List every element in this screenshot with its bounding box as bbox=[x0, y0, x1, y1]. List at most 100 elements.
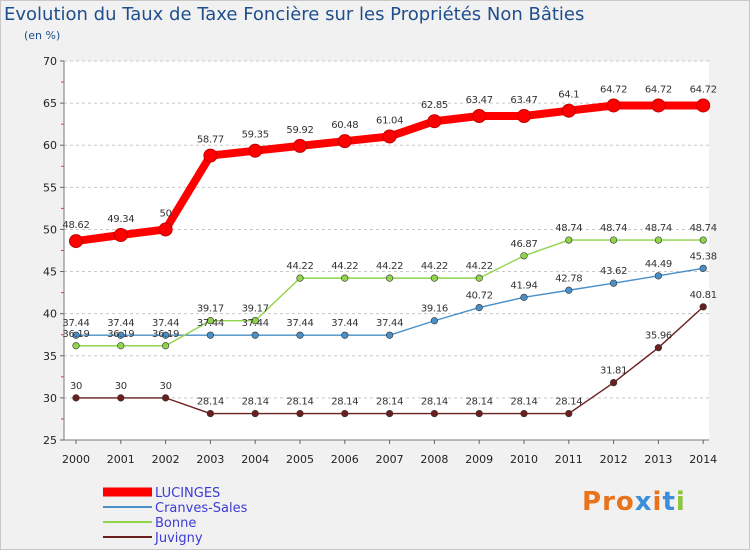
x-tick-label: 2012 bbox=[600, 453, 628, 466]
data-point bbox=[293, 138, 307, 153]
data-point bbox=[565, 409, 573, 418]
data-label: 44.22 bbox=[466, 261, 493, 272]
data-point bbox=[430, 274, 439, 282]
data-label: 41.94 bbox=[510, 280, 537, 291]
data-label: 28.14 bbox=[510, 397, 537, 408]
x-tick-label: 2000 bbox=[62, 453, 90, 466]
y-tick-label: 25 bbox=[43, 434, 57, 447]
data-point bbox=[69, 234, 83, 249]
data-label: 37.44 bbox=[107, 318, 134, 329]
data-label: 30 bbox=[70, 381, 82, 392]
x-tick-label: 2003 bbox=[196, 453, 224, 466]
data-point bbox=[654, 236, 663, 244]
data-point bbox=[337, 134, 352, 149]
data-label: 44.49 bbox=[645, 259, 672, 270]
data-label: 49.34 bbox=[107, 214, 134, 225]
data-label: 45.38 bbox=[690, 251, 717, 262]
data-point bbox=[206, 317, 214, 325]
data-point bbox=[520, 252, 528, 260]
data-point bbox=[113, 228, 128, 243]
data-label: 63.47 bbox=[510, 95, 537, 106]
data-point bbox=[565, 236, 573, 244]
data-label: 28.14 bbox=[286, 397, 313, 408]
data-point bbox=[475, 274, 483, 282]
plot-area bbox=[64, 61, 709, 440]
data-label: 28.14 bbox=[197, 397, 224, 408]
data-point bbox=[296, 274, 304, 282]
data-label: 37.44 bbox=[62, 318, 89, 329]
data-label: 48.62 bbox=[62, 220, 89, 231]
data-label: 39.17 bbox=[197, 304, 224, 315]
data-label: 35.96 bbox=[645, 331, 672, 342]
data-label: 58.77 bbox=[197, 135, 224, 146]
data-label: 48.74 bbox=[600, 223, 627, 234]
x-tick-label: 2001 bbox=[107, 453, 135, 466]
data-point bbox=[517, 108, 531, 123]
chart-unit-label: (en %) bbox=[24, 29, 61, 42]
data-point bbox=[203, 148, 218, 163]
data-point bbox=[206, 331, 214, 339]
x-tick-label: 2011 bbox=[555, 453, 583, 466]
x-tick-label: 2010 bbox=[510, 453, 538, 466]
data-label: 28.14 bbox=[331, 397, 358, 408]
data-point bbox=[296, 409, 304, 418]
data-label: 46.87 bbox=[510, 239, 537, 250]
data-point bbox=[430, 317, 439, 325]
proxiti-logo: Proxiti bbox=[582, 487, 686, 517]
data-label: 31.81 bbox=[600, 366, 627, 377]
data-label: 64.1 bbox=[558, 90, 579, 101]
data-label: 37.44 bbox=[376, 318, 403, 329]
data-point bbox=[699, 236, 707, 244]
x-tick-label: 2007 bbox=[376, 453, 404, 466]
data-label: 63.47 bbox=[466, 95, 493, 106]
data-label: 44.22 bbox=[286, 261, 313, 272]
data-point bbox=[430, 409, 439, 418]
data-label: 37.44 bbox=[286, 318, 313, 329]
data-point bbox=[341, 274, 349, 282]
y-tick-label: 65 bbox=[43, 97, 57, 110]
data-label: 37.44 bbox=[152, 318, 179, 329]
data-label: 39.17 bbox=[242, 304, 269, 315]
data-point bbox=[341, 409, 349, 418]
data-label: 37.44 bbox=[331, 318, 358, 329]
x-tick-label: 2004 bbox=[241, 453, 269, 466]
legend-label-cranves-sales: Cranves-Sales bbox=[155, 501, 248, 516]
y-tick-label: 30 bbox=[43, 392, 57, 405]
data-label: 59.92 bbox=[286, 125, 313, 136]
x-tick-label: 2009 bbox=[465, 453, 493, 466]
data-label: 37.44 bbox=[242, 318, 269, 329]
data-point bbox=[475, 304, 483, 312]
x-tick-label: 2002 bbox=[152, 453, 180, 466]
data-point bbox=[158, 222, 173, 237]
data-point bbox=[117, 394, 125, 402]
data-point bbox=[117, 331, 125, 339]
data-point bbox=[162, 331, 170, 339]
data-point bbox=[565, 286, 573, 294]
data-point bbox=[341, 331, 349, 339]
data-label: 30 bbox=[115, 381, 127, 392]
data-point bbox=[651, 98, 666, 113]
data-point bbox=[606, 98, 621, 113]
data-label: 64.72 bbox=[645, 84, 672, 95]
data-point bbox=[561, 103, 576, 118]
data-point bbox=[654, 272, 663, 280]
data-label: 60.48 bbox=[331, 120, 358, 131]
data-label: 40.81 bbox=[690, 290, 717, 301]
data-label: 28.14 bbox=[242, 397, 269, 408]
data-label: 62.85 bbox=[421, 100, 448, 111]
data-point bbox=[251, 409, 259, 418]
legend-label-lucinges: LUCINGES bbox=[155, 486, 220, 501]
data-label: 28.14 bbox=[421, 397, 448, 408]
data-label: 44.22 bbox=[421, 261, 448, 272]
data-point bbox=[386, 331, 394, 339]
data-label: 50 bbox=[160, 208, 172, 219]
data-point bbox=[72, 331, 80, 339]
x-tick-label: 2014 bbox=[689, 453, 717, 466]
data-point bbox=[296, 331, 304, 339]
data-point bbox=[696, 98, 711, 113]
data-label: 37.44 bbox=[197, 318, 224, 329]
x-tick-label: 2006 bbox=[331, 453, 359, 466]
data-label: 44.22 bbox=[376, 261, 403, 272]
data-point bbox=[162, 394, 170, 402]
